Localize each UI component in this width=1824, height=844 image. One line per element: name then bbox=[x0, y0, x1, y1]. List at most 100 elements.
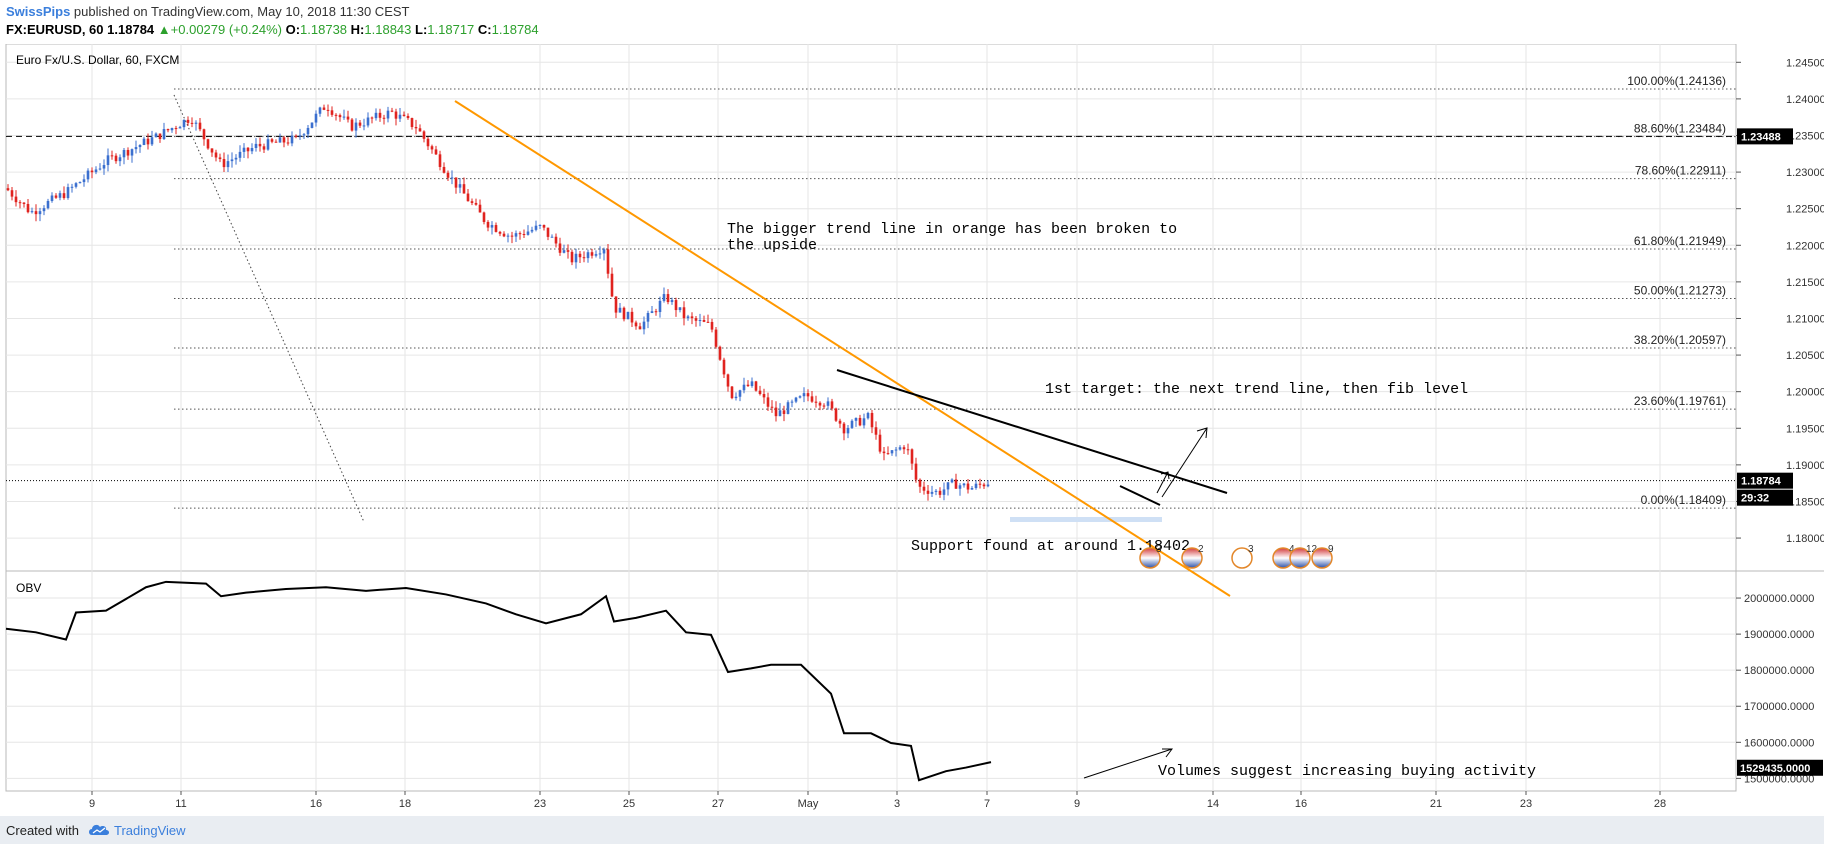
candle-body bbox=[982, 484, 986, 487]
candle-body bbox=[182, 119, 186, 128]
time-tick-label: 23 bbox=[1520, 798, 1532, 810]
candle-body bbox=[282, 137, 286, 143]
obv-arrow-head-icon bbox=[1162, 748, 1173, 758]
time-tick-label: 25 bbox=[623, 798, 635, 810]
obv-tick-label: 1700000.0000 bbox=[1744, 701, 1814, 713]
economic-events: 3 2 3 4 12 9 bbox=[1139, 544, 1334, 569]
candle-body bbox=[718, 346, 722, 360]
candle-body bbox=[698, 320, 702, 322]
orange-trend-line[interactable] bbox=[454, 100, 1231, 597]
candle-body bbox=[782, 410, 786, 414]
candle-body bbox=[366, 117, 370, 126]
candle-body bbox=[506, 235, 510, 237]
candle-body bbox=[586, 252, 590, 259]
candle-body bbox=[394, 111, 398, 119]
candle-body bbox=[434, 149, 438, 155]
candle-body bbox=[462, 184, 466, 194]
obv-axis[interactable]: 2000000.0000 1900000.0000 1800000.0000 1700… bbox=[1736, 593, 1814, 785]
fibonacci-retracement[interactable]: 100.00%(1.24136) 88.60%(1.23484) 78.60%(1.… bbox=[174, 74, 1736, 509]
candle-body bbox=[38, 211, 42, 215]
candle-body bbox=[242, 147, 246, 152]
candle-body bbox=[798, 396, 802, 398]
candle-body bbox=[98, 168, 102, 170]
candle-body bbox=[490, 225, 494, 228]
event-flag-icon bbox=[1181, 547, 1203, 569]
candle-body bbox=[734, 396, 738, 399]
dashed-level-tag: 1.23488 bbox=[1741, 131, 1781, 143]
candle-body bbox=[22, 202, 26, 204]
candle-body bbox=[306, 127, 310, 135]
annotation-breakout-cont: the upside bbox=[727, 237, 817, 254]
black-trend-line[interactable] bbox=[836, 369, 1228, 494]
candle-body bbox=[598, 253, 602, 255]
event-flag-icon bbox=[1231, 547, 1253, 569]
candle-body bbox=[258, 143, 262, 147]
candle-body bbox=[662, 294, 666, 301]
time-tick-label: 7 bbox=[984, 798, 990, 810]
candle-body bbox=[530, 229, 534, 232]
candle-body bbox=[350, 119, 354, 131]
target-arrow[interactable] bbox=[1161, 427, 1208, 498]
candle-body bbox=[142, 138, 146, 146]
time-tick-label: 21 bbox=[1430, 798, 1442, 810]
obv-trend-arrow[interactable] bbox=[1083, 748, 1173, 779]
candle-body bbox=[382, 117, 386, 119]
candle-body bbox=[958, 485, 962, 489]
chart-canvas[interactable]: 100.00%(1.24136) 88.60%(1.23484) 78.60%(1.… bbox=[0, 44, 1824, 816]
candle-body bbox=[954, 479, 958, 489]
candle-body bbox=[938, 490, 942, 495]
candle-body bbox=[34, 211, 38, 215]
candle-body bbox=[758, 390, 762, 395]
price-grid bbox=[6, 61, 1736, 539]
current-price-tag-bg bbox=[1737, 472, 1793, 489]
candle-body bbox=[846, 427, 850, 434]
candle-body bbox=[298, 135, 302, 137]
candle-body bbox=[362, 125, 366, 127]
candle-body bbox=[390, 110, 394, 112]
candle-body bbox=[402, 114, 406, 116]
publish-info: SwissPips published on TradingView.com, … bbox=[6, 4, 409, 19]
candle-body bbox=[494, 225, 498, 232]
tradingview-cloud-icon[interactable] bbox=[88, 822, 110, 836]
candle-body bbox=[438, 154, 442, 167]
price-tick-label: 1.21500 bbox=[1786, 277, 1824, 289]
candle-body bbox=[730, 386, 734, 399]
candle-body bbox=[898, 447, 902, 450]
fib-trend-line[interactable] bbox=[173, 94, 365, 523]
price-tick-label: 1.20000 bbox=[1786, 387, 1824, 399]
candle-body bbox=[522, 234, 526, 236]
candle-body bbox=[198, 122, 202, 130]
open-value: 1.18738 bbox=[300, 22, 348, 37]
candle-body bbox=[610, 273, 614, 297]
main-pane-title: Euro Fx/U.S. Dollar, 60, FXCM bbox=[16, 53, 179, 67]
candle-body bbox=[902, 447, 906, 450]
candle-body bbox=[246, 147, 250, 152]
fib-level-label: 61.80%(1.21949) bbox=[1634, 234, 1726, 248]
support-zone[interactable] bbox=[1010, 517, 1162, 522]
tradingview-brand[interactable]: TradingView bbox=[114, 823, 186, 838]
candle-body bbox=[370, 117, 374, 119]
candle-body bbox=[114, 155, 118, 162]
candle-body bbox=[706, 321, 710, 323]
fib-level-label: 50.00%(1.21273) bbox=[1634, 283, 1726, 297]
candle-body bbox=[18, 202, 22, 204]
short-trend-line[interactable] bbox=[1119, 485, 1161, 506]
candle-body bbox=[838, 420, 842, 424]
candle-body bbox=[526, 231, 530, 235]
candle-body bbox=[774, 407, 778, 417]
candle-body bbox=[738, 390, 742, 397]
time-tick-label: 3 bbox=[894, 798, 900, 810]
candle-body bbox=[970, 488, 974, 490]
candle-body bbox=[66, 187, 70, 199]
small-arrow[interactable] bbox=[1156, 471, 1169, 494]
candle-body bbox=[926, 490, 930, 494]
price-axis[interactable]: 1.24500 1.24000 1.23500 1.23000 1.22500 1.220… bbox=[1736, 57, 1824, 545]
candle-body bbox=[326, 109, 330, 111]
candle-body bbox=[770, 406, 774, 408]
candle-body bbox=[822, 405, 826, 407]
time-axis[interactable]: 9 11 16 18 23 25 27 May 3 7 9 14 16 21 23 28 bbox=[89, 791, 1666, 810]
author-name[interactable]: SwissPips bbox=[6, 4, 71, 19]
price-tick-label: 1.20500 bbox=[1786, 350, 1824, 362]
candle-body bbox=[62, 193, 66, 199]
candle-body bbox=[790, 401, 794, 403]
